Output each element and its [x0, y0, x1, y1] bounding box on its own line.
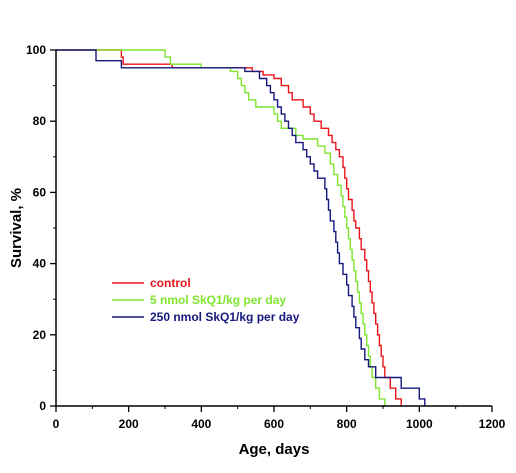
y-axis-title: Survival, %: [8, 188, 25, 268]
y-tick-label: 80: [33, 114, 47, 128]
x-axis-title: Age, days: [239, 441, 310, 458]
y-tick-label: 100: [26, 43, 46, 57]
x-tick-label: 800: [337, 417, 357, 431]
y-tick-label: 20: [33, 328, 47, 342]
series-line-3: [56, 49, 426, 406]
y-tick-label: 0: [39, 399, 46, 413]
legend-label-1: control: [150, 276, 191, 290]
axes: [55, 50, 492, 407]
legend-label-3: 250 nmol SkQ1/kg per day: [150, 310, 300, 324]
y-tick-label: 60: [33, 185, 47, 199]
series-line-2: [56, 49, 386, 406]
legend-label-2: 5 nmol SkQ1/kg per day: [150, 293, 286, 307]
y-tick-label: 40: [33, 257, 47, 271]
x-tick-label: 1000: [406, 417, 433, 431]
x-tick-label: 200: [119, 417, 139, 431]
x-tick-label: 600: [264, 417, 284, 431]
legend: control 5 nmol SkQ1/kg per day 250 nmol Sk…: [112, 276, 300, 324]
series-line-1: [56, 49, 402, 406]
ticks: 0 200 400 600 800 1000 1200 0 20 40 60 80 100: [26, 43, 506, 431]
x-tick-label: 0: [53, 417, 60, 431]
x-tick-label: 400: [191, 417, 211, 431]
x-tick-label: 1200: [479, 417, 506, 431]
plot-area: [56, 49, 426, 406]
